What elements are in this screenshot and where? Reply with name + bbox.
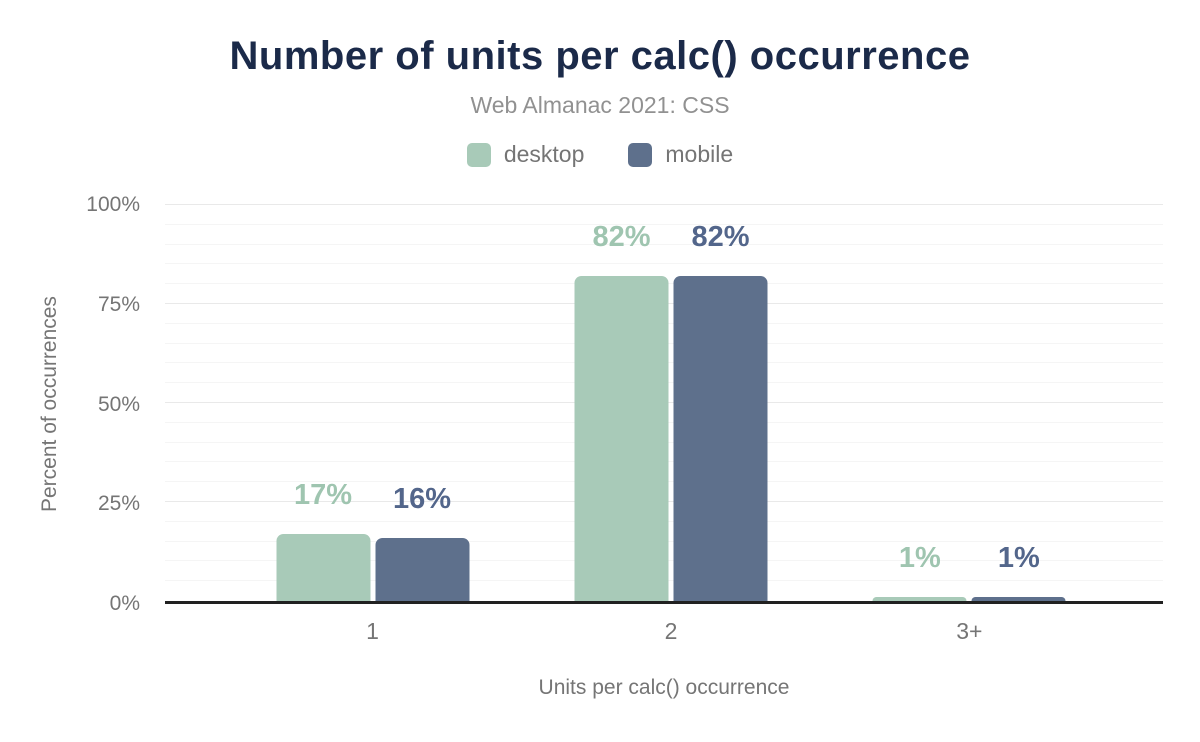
bar-label-desktop-1: 17%	[294, 478, 353, 511]
bar-label-mobile-3+: 1%	[997, 542, 1040, 575]
legend-item-mobile[interactable]: mobile	[628, 141, 733, 168]
chart-subtitle: Web Almanac 2021: CSS	[470, 92, 730, 118]
x-axis-title: Units per calc() occurrence	[538, 676, 790, 699]
plot-area: 17% 16% 1 82% 82% 2 1% 1% 3+	[165, 204, 1163, 644]
bar-mobile-1: 16%	[375, 483, 470, 601]
bar-desktop-2: 82%	[574, 221, 669, 601]
desktop-legend-swatch	[466, 142, 491, 167]
legend-item-desktop[interactable]: desktop	[466, 141, 585, 168]
gridline-95	[165, 223, 1163, 225]
y-tick-100%: 100%	[86, 193, 140, 216]
bar-desktop-3+: 1%	[872, 542, 967, 601]
y-tick-50%: 50%	[97, 392, 140, 416]
gridline-100	[165, 204, 1163, 205]
legend-label-desktop: desktop	[503, 141, 585, 167]
mobile-legend-swatch	[628, 142, 653, 167]
bar-label-desktop-2: 82%	[592, 221, 651, 254]
bar-mobile-2: 82%	[673, 221, 768, 601]
x-tick-3+: 3+	[956, 618, 983, 644]
bar-desktop-1: 17%	[276, 479, 371, 601]
bar-label-mobile-1: 16%	[393, 482, 452, 515]
gridline-85	[165, 263, 1163, 265]
y-tick-25%: 25%	[97, 492, 140, 516]
x-tick-2: 2	[664, 618, 678, 644]
bar-group-1: 17% 16%	[276, 205, 470, 601]
bar-group-3+: 1% 1%	[872, 205, 1066, 601]
bar-label-desktop-3+: 1%	[898, 542, 941, 575]
legend: desktop mobile	[0, 141, 1200, 168]
y-axis-ticks: 0% 25% 50% 75% 100%	[0, 193, 152, 615]
bar-label-mobile-2: 82%	[691, 221, 750, 254]
legend-label-mobile: mobile	[665, 141, 734, 167]
bar-group-2: 82% 82%	[574, 205, 768, 601]
y-tick-0%: 0%	[109, 592, 140, 615]
bar-mobile-3+: 1%	[971, 542, 1066, 601]
y-tick-75%: 75%	[97, 292, 140, 316]
x-tick-1: 1	[366, 618, 379, 644]
chart-title: Number of units per calc() occurrence	[229, 34, 971, 78]
gridline-90	[165, 243, 1163, 245]
